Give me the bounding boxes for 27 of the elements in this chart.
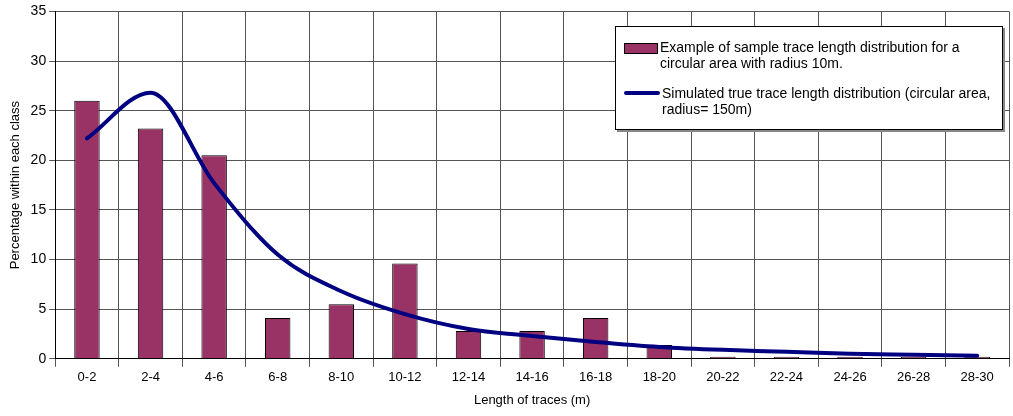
x-tick-label: 14-16	[515, 369, 549, 385]
x-tick-label: 24-26	[833, 369, 867, 385]
legend-label: Simulated true trace length distribution (circular area, radius= 150m)	[662, 85, 992, 118]
x-axis-title: Length of traces (m)	[473, 391, 591, 407]
x-tick-label: 16-18	[579, 369, 613, 385]
y-tick-label: 30	[30, 51, 47, 68]
y-tick-label: 20	[30, 151, 47, 168]
y-axis-title: Percentage within each class	[7, 100, 23, 270]
y-tick-label: 10	[30, 250, 47, 267]
x-tick-label: 20-22	[706, 369, 740, 385]
x-tick-label: 26-28	[896, 369, 931, 385]
y-tick-label: 0	[38, 349, 47, 366]
y-tick-label: 25	[30, 101, 47, 118]
x-tick-label: 2-4	[141, 369, 160, 385]
x-tick-label: 22-24	[769, 369, 804, 385]
x-tick-label: 18-20	[642, 369, 676, 385]
x-tick-label: 4-6	[204, 369, 224, 385]
x-tick-label: 12-14	[451, 369, 486, 385]
y-tick-label: 35	[30, 2, 47, 19]
x-tick-label: 6-8	[268, 369, 288, 385]
y-tick-label: 15	[30, 200, 47, 217]
x-tick-label: 8-10	[328, 369, 355, 385]
x-tick-label: 0-2	[77, 369, 97, 385]
legend-label: Example of sample trace length distribution for a circular area with radius 10m.	[660, 39, 961, 72]
y-tick-label: 5	[38, 300, 47, 317]
x-tick-label: 10-12	[388, 369, 422, 385]
x-tick-label: 28-30	[960, 369, 994, 385]
